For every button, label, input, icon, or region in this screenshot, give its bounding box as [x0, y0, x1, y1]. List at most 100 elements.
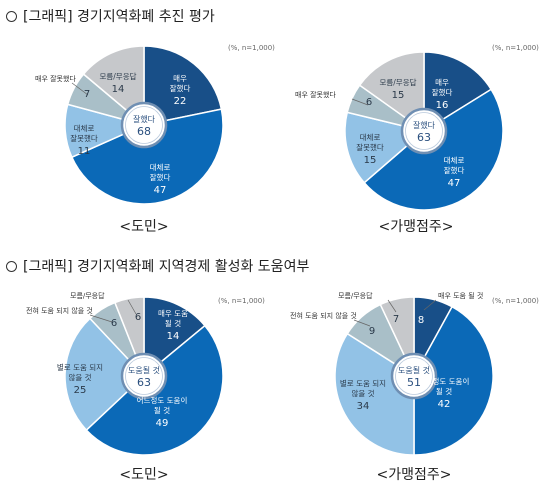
slice-value: 6: [366, 97, 372, 108]
slice-label: 매우 도움 될 것: [438, 291, 483, 300]
slice-value: 11: [78, 146, 91, 157]
slice-label: 될 것: [165, 318, 181, 328]
leader-line: [353, 319, 371, 327]
slice-label: 잘했다: [170, 83, 191, 93]
slice-value: 25: [74, 385, 87, 396]
slice-label: 잘했다: [444, 165, 465, 175]
chart-help-merchants: 도움될 것 51 매우 도움 될 것 8 어느정도 도움이 될 것 42 별로 도움 되지 않을…: [290, 288, 540, 458]
slice-value: 14: [167, 331, 180, 342]
leader-line: [423, 299, 437, 311]
slice-label: 잘못했다: [356, 142, 384, 152]
slice-label: 모름/무응답: [338, 291, 373, 300]
slice-value: 22: [174, 96, 187, 107]
pie-slice: [64, 317, 146, 432]
slice-value: 9: [369, 326, 375, 337]
section-1-title-text: [그래픽] 경기지역화폐 추진 평가: [23, 9, 215, 25]
slice-label: 전혀 도움 되지 않을 것: [26, 306, 93, 315]
slice-value: 7: [393, 314, 399, 325]
center-ring-inner: [125, 106, 163, 144]
sample-note: (%, n=1,000): [228, 44, 275, 52]
slice-value: 15: [392, 90, 405, 101]
pie-slice: [143, 45, 223, 126]
slice-label: 별로 도움 되지: [340, 378, 386, 388]
sample-note: (%, n=1,000): [218, 297, 265, 305]
slice-value: 7: [84, 89, 90, 100]
slice-label: 전혀 도움 되지 않을 것: [290, 311, 357, 320]
slice-value: 47: [448, 178, 461, 189]
section-1-title: [그래픽] 경기지역화폐 추진 평가: [6, 6, 215, 26]
center-value: 63: [137, 376, 151, 389]
section-2-title: [그래픽] 경기지역화폐 지역경제 활성화 도움여부: [6, 256, 309, 276]
slice-label: 대체로: [74, 123, 95, 133]
chart-caption: <가맹점주>: [376, 467, 452, 483]
section-2-title-text: [그래픽] 경기지역화폐 지역경제 활성화 도움여부: [23, 259, 310, 275]
slice-label: 대체로: [444, 155, 465, 165]
pie-slice: [143, 296, 206, 378]
slice-label: 잘했다: [150, 172, 171, 182]
chart-evaluation-merchants: 잘했다 63 매우 잘했다 16 대체로 잘했다 47 대체로 잘못했다 15 매우 잘못했다 6 모름/…: [290, 35, 540, 211]
center-label: 잘했다: [133, 114, 156, 124]
center-label: 도움될 것: [128, 365, 160, 375]
slice-value: 15: [364, 155, 377, 166]
slice-label: 될 것: [154, 405, 170, 415]
slice-value: 47: [154, 185, 167, 196]
chart-help-residents: 도움될 것 63 매우 도움 될 것 14 어느정도 도움이 될 것 49 별로 도움 되지 않을…: [20, 288, 270, 458]
slice-label: 대체로: [360, 132, 381, 142]
circle-bullet-icon: [6, 11, 17, 22]
circle-bullet-icon: [6, 261, 17, 272]
slice-label: 될 것: [436, 386, 452, 396]
leader-line: [387, 299, 397, 313]
slice-label: 모름/무응답: [99, 71, 136, 81]
pie-slice: [423, 51, 493, 133]
slice-value: 49: [156, 418, 169, 429]
center-label: 잘했다: [413, 120, 436, 130]
center-label: 도움될 것: [398, 365, 430, 375]
slice-label: 잘했다: [432, 87, 453, 97]
chart-caption: <도민>: [119, 467, 169, 483]
slice-label: 어느정도 도움이: [137, 395, 188, 405]
slice-label: 매우 잘못했다: [295, 90, 336, 99]
slice-value: 42: [438, 399, 451, 410]
slice-label: 않을 것: [351, 388, 374, 398]
slice-value: 6: [135, 312, 141, 323]
center-value: 51: [407, 376, 421, 389]
sample-note: (%, n=1,000): [492, 297, 539, 305]
pie-slice: [413, 305, 494, 456]
sample-note: (%, n=1,000): [492, 44, 539, 52]
slice-label: 않을 것: [68, 372, 91, 382]
leader-line: [351, 98, 369, 106]
pie-slice: [358, 51, 425, 133]
slice-label: 별로 도움 되지: [57, 362, 103, 372]
slice-label: 어느정도 도움이: [419, 376, 470, 386]
slice-label: 매우 도움: [158, 309, 188, 318]
slice-label: 매우: [435, 78, 449, 87]
center-value: 68: [137, 125, 151, 138]
slice-value: 8: [418, 315, 424, 326]
slice-value: 14: [112, 84, 125, 95]
pie-slice: [70, 108, 224, 205]
leader-line: [89, 314, 113, 323]
leader-line: [127, 299, 137, 315]
slice-value: 6: [111, 318, 117, 329]
pie-slice: [82, 45, 145, 127]
slice-label: 잘못했다: [70, 133, 98, 143]
slice-label: 모름/무응답: [70, 291, 105, 300]
slice-value: 16: [436, 100, 449, 111]
chart-caption: <도민>: [119, 219, 169, 235]
leader-line: [71, 82, 89, 96]
center-value: 63: [417, 131, 431, 144]
slice-label: 매우: [173, 74, 187, 83]
chart-caption: <가맹점주>: [378, 219, 454, 235]
chart-evaluation-residents: 잘했다 68 매우 잘했다 22 대체로 잘했다 47 대체로 잘못했다 11 매우 잘못했다 7 모름/…: [20, 35, 270, 210]
center-ring-inner: [405, 112, 443, 150]
slice-label: 매우 잘못했다: [35, 74, 76, 83]
center-ring-inner: [125, 357, 163, 395]
slice-label: 대체로: [150, 162, 171, 172]
slice-value: 34: [357, 401, 370, 412]
center-ring-inner: [395, 357, 433, 395]
slice-label: 모름/무응답: [379, 77, 416, 87]
